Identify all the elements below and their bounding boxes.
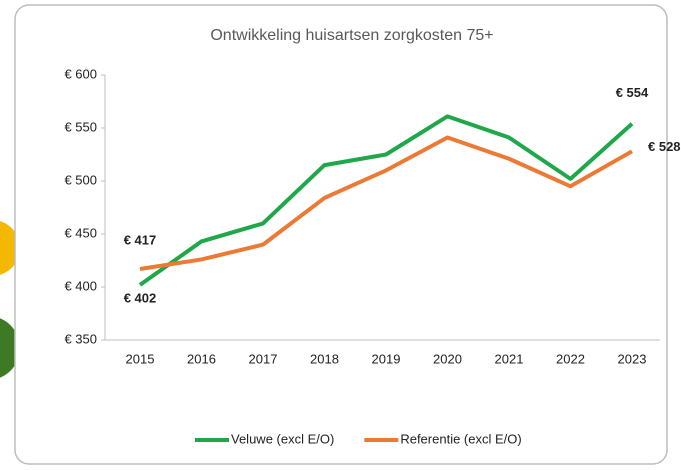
y-tick-label: € 600 — [64, 66, 97, 81]
legend-label: Referentie (excl E/O) — [400, 431, 521, 446]
x-tick-label: 2020 — [433, 351, 462, 366]
x-tick-label: 2015 — [126, 351, 155, 366]
series-line — [139, 135, 633, 271]
card — [14, 4, 668, 465]
x-tick-label: 2017 — [249, 351, 278, 366]
data-label: € 417 — [124, 232, 157, 247]
x-tick-label: 2019 — [372, 351, 401, 366]
x-tick-label: 2023 — [618, 351, 647, 366]
y-tick-label: € 500 — [64, 172, 97, 187]
data-label: € 402 — [124, 290, 157, 305]
series-line — [138, 114, 634, 287]
x-tick-label: 2018 — [310, 351, 339, 366]
y-tick-label: € 400 — [64, 278, 97, 293]
data-label: € 528 — [648, 139, 681, 154]
data-label: € 554 — [616, 85, 649, 100]
legend-label: Veluwe (excl E/O) — [231, 431, 334, 446]
y-tick-label: € 350 — [64, 331, 97, 346]
y-tick-label: € 550 — [64, 119, 97, 134]
x-tick-label: 2016 — [187, 351, 216, 366]
chart-title: Ontwikkeling huisartsen zorgkosten 75+ — [210, 27, 493, 44]
x-tick-label: 2022 — [556, 351, 585, 366]
y-tick-label: € 450 — [64, 225, 97, 240]
x-tick-label: 2021 — [495, 351, 524, 366]
